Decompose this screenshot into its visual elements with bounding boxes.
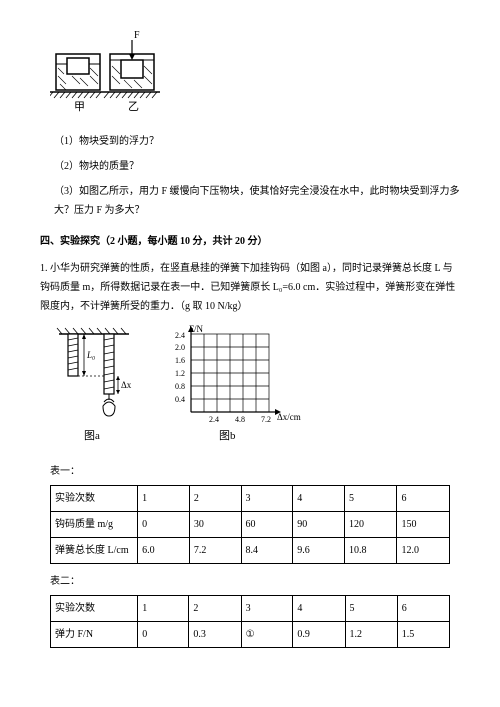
- svg-text:0.8: 0.8: [175, 382, 185, 391]
- question-2: （2）物块的质量？: [40, 157, 460, 176]
- xlabel: Δx/cm: [277, 412, 301, 422]
- container-jia: [56, 54, 100, 90]
- svg-text:2.4: 2.4: [175, 331, 185, 340]
- svg-text:1.6: 1.6: [175, 356, 185, 365]
- svg-text:1.2: 1.2: [175, 369, 185, 378]
- label-dx: Δx: [121, 380, 132, 390]
- label-yi: 乙: [128, 100, 139, 113]
- question-1: （1）物块受到的浮力？: [40, 132, 460, 151]
- problem-1-text: 1. 小华为研究弹簧的性质，在竖直悬挂的弹簧下加挂钩码（如图 a），同时记录弹簧…: [40, 259, 460, 316]
- section-4-title: 四、实验探究（2 小题，每小题 10 分，共计 20 分）: [40, 232, 460, 251]
- label-f: F: [134, 30, 140, 41]
- svg-text:2.0: 2.0: [175, 343, 185, 352]
- svg-text:4.8: 4.8: [235, 415, 245, 424]
- question-3: （3）如图乙所示，用力 F 缓慢向下压物块，使其恰好完全浸没在水中，此时物块受到…: [40, 182, 460, 220]
- caption-a: 图a: [84, 429, 100, 442]
- svg-text:0.4: 0.4: [175, 395, 185, 404]
- figure-a: L₀ Δx 图a: [57, 328, 132, 442]
- figure-b: F/N 0.4 0.8 1.2: [175, 324, 301, 442]
- container-yi: [110, 54, 154, 90]
- svg-text:2.4: 2.4: [209, 415, 219, 424]
- label-l0: L₀: [86, 350, 95, 360]
- label-jia: 甲: [74, 101, 85, 113]
- caption-b: 图b: [219, 429, 236, 442]
- figures-row: L₀ Δx 图a F/N: [54, 324, 460, 456]
- diagram-jiayi: F: [50, 30, 460, 122]
- table-2: 实验次数 12 34 56 弹力 F/N 00.3 ①0.9 1.21.5: [50, 595, 450, 648]
- table2-label: 表二：: [50, 572, 460, 591]
- table-1: 实验次数 12 34 56 钩码质量 m/g 030 6090 120150 弹…: [50, 485, 450, 564]
- svg-text:7.2: 7.2: [261, 415, 271, 424]
- table1-label: 表一：: [50, 462, 460, 481]
